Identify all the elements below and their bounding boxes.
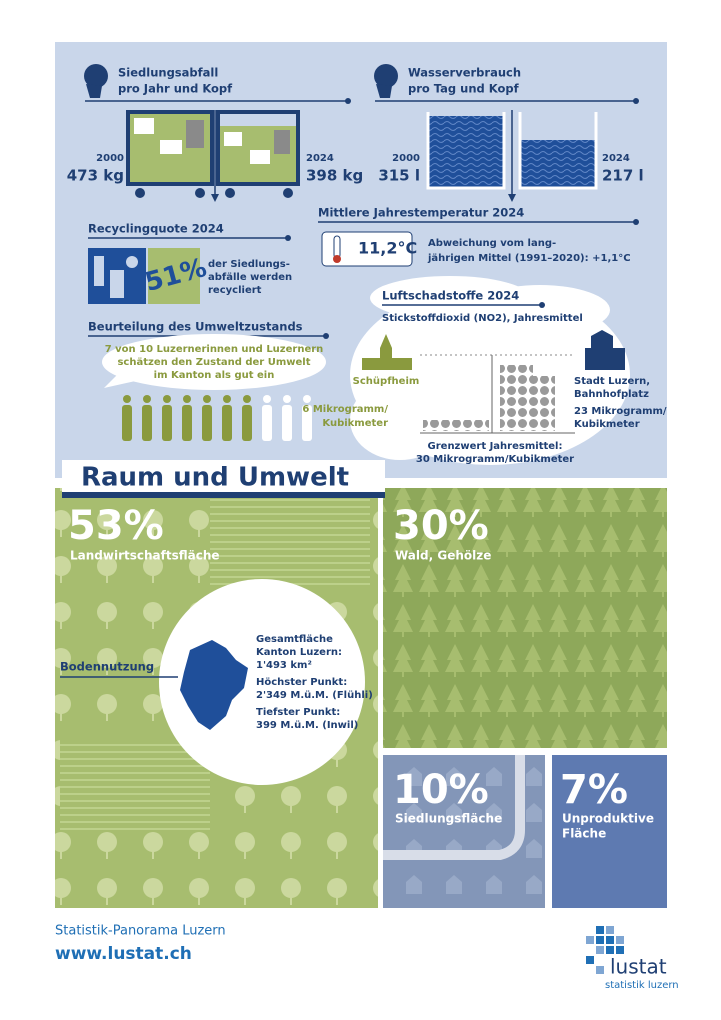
land-label: Fläche xyxy=(562,827,606,841)
recycling-text: der Siedlungs- xyxy=(208,259,290,270)
recycling-title: Recyclingquote 2024 xyxy=(88,222,224,236)
value: 473 kg xyxy=(67,167,124,185)
facts-circle xyxy=(159,579,365,785)
waste-title: Siedlungsabfall xyxy=(118,66,218,80)
value: 315 l xyxy=(378,167,420,185)
temperature-title: Mittlere Jahrestemperatur 2024 xyxy=(318,206,524,220)
year: 2000 xyxy=(392,153,420,164)
environment-text: im Kanton als gut ein xyxy=(154,370,275,381)
air-right-place: Bahnhofplatz xyxy=(574,389,649,400)
environment-block: Beurteilung des Umweltzustands 7 von 10 … xyxy=(88,320,329,441)
water-block: Wasserverbrauch pro Tag und Kopf 2000 31… xyxy=(374,64,644,202)
environment-text: 7 von 10 Luzernerinnen und Luzernern xyxy=(105,344,324,355)
value: 398 kg xyxy=(306,167,363,185)
recycling-text: recycliert xyxy=(208,285,262,296)
value: 217 l xyxy=(602,167,644,185)
air-block: Luftschadstoffe 2024 Stickstoffdioxid (N… xyxy=(302,276,667,465)
section-title: Raum und Umwelt xyxy=(81,463,349,493)
environment-text: schätzen den Zustand der Umwelt xyxy=(117,357,310,368)
land-label: Unproduktive xyxy=(562,812,654,826)
canton-map xyxy=(180,640,248,730)
fact: Kanton Luzern: xyxy=(256,647,342,658)
water-title: pro Tag und Kopf xyxy=(408,82,520,96)
fact: Höchster Punkt: xyxy=(256,677,347,688)
land-value: 7% xyxy=(560,767,628,813)
logo-tagline: statistik luzern xyxy=(605,980,679,991)
recycling-text: abfälle werden xyxy=(208,272,292,283)
fact: 1'493 km² xyxy=(256,660,312,671)
fact: Tiefster Punkt: xyxy=(256,707,340,718)
air-right-place: Stadt Luzern, xyxy=(574,376,650,387)
waste-block: Siedlungsabfall pro Jahr und Kopf 2000 4… xyxy=(67,64,363,202)
air-right-value: Kubikmeter xyxy=(574,419,640,430)
land-label: Wald, Gehölze xyxy=(395,549,491,563)
land-value: 10% xyxy=(393,767,489,813)
banner xyxy=(62,460,385,494)
air-limit: 30 Mikrogramm/Kubikmeter xyxy=(416,454,574,465)
air-right-value: 23 Mikrogramm/ xyxy=(574,406,667,417)
recycling-block: Recyclingquote 2024 51% der Siedlungs- a… xyxy=(88,222,292,304)
temperature-deviation: jährigen Mittel (1991–2020): +1,1°C xyxy=(427,253,631,264)
year: 2000 xyxy=(96,153,124,164)
temperature-value: 11,2°C xyxy=(358,239,417,258)
temperature-block: Mittlere Jahrestemperatur 2024 11,2°C Ab… xyxy=(318,206,639,267)
land-value: 53% xyxy=(68,503,164,549)
year: 2024 xyxy=(602,153,630,164)
logo-name: lustat xyxy=(610,955,667,979)
land-forest-tile xyxy=(383,488,667,748)
water-title: Wasserverbrauch xyxy=(408,66,521,80)
logo: lustat statistik luzern xyxy=(586,926,679,991)
fact: 399 M.ü.M. (Inwil) xyxy=(256,720,358,731)
waste-title: pro Jahr und Kopf xyxy=(118,82,233,96)
air-limit: Grenzwert Jahresmittel: xyxy=(428,441,563,452)
air-left-value: Kubikmeter xyxy=(322,418,388,429)
air-left-value: 6 Mikrogramm/ xyxy=(302,404,388,415)
environment-title: Beurteilung des Umweltzustands xyxy=(88,320,303,334)
footer-url[interactable]: www.lustat.ch xyxy=(55,944,192,964)
land-label: Siedlungsfläche xyxy=(395,812,502,826)
fact: Gesamtfläche xyxy=(256,634,333,645)
air-title: Luftschadstoffe 2024 xyxy=(382,289,519,303)
fact: 2'349 M.ü.M. (Flühli) xyxy=(256,690,373,701)
air-left-place: Schüpfheim xyxy=(353,376,420,387)
land-label: Landwirtschaftsfläche xyxy=(70,549,220,563)
land-use-label: Bodennutzung xyxy=(60,660,154,674)
year: 2024 xyxy=(306,153,334,164)
temperature-deviation: Abweichung vom lang- xyxy=(428,238,556,249)
air-subtitle: Stickstoffdioxid (NO2), Jahresmittel xyxy=(382,313,583,324)
land-value: 30% xyxy=(393,503,489,549)
footer-series: Statistik-Panorama Luzern xyxy=(55,924,226,939)
land-unproductive-tile xyxy=(552,755,667,908)
